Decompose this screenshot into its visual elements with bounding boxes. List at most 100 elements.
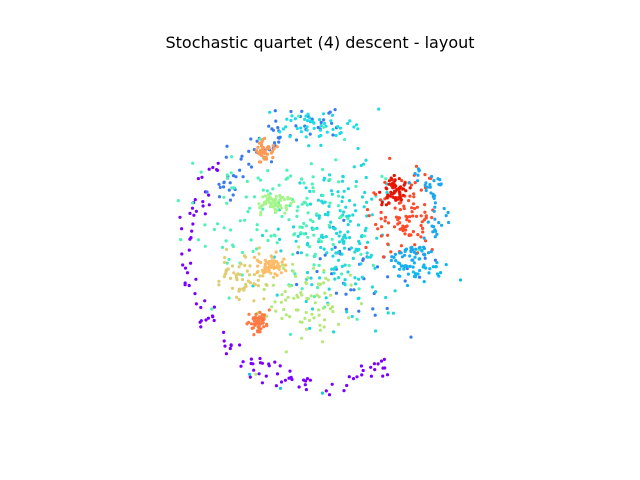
scatter-point xyxy=(397,261,402,266)
scatter-point xyxy=(199,170,203,174)
scatter-point xyxy=(253,315,258,319)
scatter-point xyxy=(248,206,252,210)
scatter-point xyxy=(428,183,432,187)
scatter-point xyxy=(266,169,270,173)
scatter-point xyxy=(360,195,365,199)
scatter-point xyxy=(229,171,233,175)
scatter-point xyxy=(388,156,392,160)
scatter-point xyxy=(300,293,304,297)
scatter-point xyxy=(321,281,326,285)
scatter-point xyxy=(280,316,284,321)
scatter-point xyxy=(377,107,381,111)
scatter-point xyxy=(435,272,440,276)
scatter-point xyxy=(224,268,229,272)
scatter-point xyxy=(384,203,388,207)
scatter-point xyxy=(244,282,248,287)
scatter-point xyxy=(385,306,389,311)
scatter-point xyxy=(319,245,323,250)
scatter-point xyxy=(416,272,420,276)
scatter-point xyxy=(315,269,319,274)
scatter-point xyxy=(254,312,258,316)
scatter-point xyxy=(196,177,200,181)
scatter-point xyxy=(255,271,259,275)
scatter-point xyxy=(185,271,190,275)
scatter-point xyxy=(255,247,259,251)
scatter-point xyxy=(295,282,299,287)
scatter-point xyxy=(269,234,273,238)
scatter-point xyxy=(419,235,423,239)
scatter-point xyxy=(243,218,247,222)
scatter-point xyxy=(203,244,207,248)
scatter-point xyxy=(417,169,421,173)
scatter-point xyxy=(381,366,385,370)
scatter-point xyxy=(316,198,321,202)
scatter-point xyxy=(265,283,269,287)
scatter-point xyxy=(284,298,288,302)
scatter-point xyxy=(391,182,396,186)
scatter-point xyxy=(305,125,309,129)
scatter-point xyxy=(362,205,366,209)
scatter-point xyxy=(352,288,356,292)
scatter-point xyxy=(181,263,185,267)
scatter-point xyxy=(176,199,180,203)
scatter-point xyxy=(228,181,232,185)
scatter-point xyxy=(263,267,267,271)
scatter-point xyxy=(435,261,439,265)
scatter-point xyxy=(303,117,307,121)
scatter-point xyxy=(317,263,321,267)
scatter-point xyxy=(256,284,261,288)
scatter-point xyxy=(317,216,321,220)
scatter-point xyxy=(393,178,397,182)
scatter-point xyxy=(364,175,368,180)
scatter-point xyxy=(235,278,239,282)
scatter-point xyxy=(267,147,271,151)
scatter-point xyxy=(304,114,308,118)
scatter-point xyxy=(344,307,348,311)
scatter-point xyxy=(265,152,270,156)
scatter-point xyxy=(351,256,355,260)
scatter-point xyxy=(276,262,280,266)
scatter-point xyxy=(261,321,265,325)
scatter-point xyxy=(390,255,394,259)
scatter-point xyxy=(415,205,419,209)
scatter-point xyxy=(188,211,192,215)
scatter-point xyxy=(307,144,311,148)
scatter-point xyxy=(444,263,448,267)
scatter-point xyxy=(304,299,308,304)
scatter-point xyxy=(380,200,384,204)
scatter-point xyxy=(273,234,277,238)
scatter-point xyxy=(346,187,350,191)
scatter-point xyxy=(291,262,295,266)
scatter-point xyxy=(379,210,383,214)
scatter-point xyxy=(381,255,386,259)
scatter-point xyxy=(247,162,251,166)
scatter-point xyxy=(328,307,332,311)
scatter-point xyxy=(389,176,393,180)
scatter-point xyxy=(404,189,408,193)
scatter-point xyxy=(354,282,358,286)
scatter-point xyxy=(435,232,439,236)
scatter-point xyxy=(361,368,365,373)
scatter-point xyxy=(342,246,347,250)
scatter-point xyxy=(428,185,432,189)
scatter-point xyxy=(285,117,289,121)
scatter-point xyxy=(211,165,215,170)
scatter-point xyxy=(308,378,312,382)
scatter-point xyxy=(300,109,304,113)
scatter-point xyxy=(337,322,341,326)
scatter-point xyxy=(315,212,319,216)
scatter-point xyxy=(424,216,428,220)
scatter-point xyxy=(318,328,322,332)
scatter-point xyxy=(333,245,337,249)
scatter-point xyxy=(328,201,332,205)
scatter-point xyxy=(273,300,277,304)
scatter-point xyxy=(309,162,313,166)
scatter-point xyxy=(225,261,229,265)
scatter-point xyxy=(304,280,308,284)
scatter-point xyxy=(411,230,415,234)
scatter-point xyxy=(341,175,345,179)
scatter-point xyxy=(331,226,336,230)
scatter-point xyxy=(282,266,286,271)
scatter-point xyxy=(273,272,277,276)
scatter-point xyxy=(294,138,299,142)
